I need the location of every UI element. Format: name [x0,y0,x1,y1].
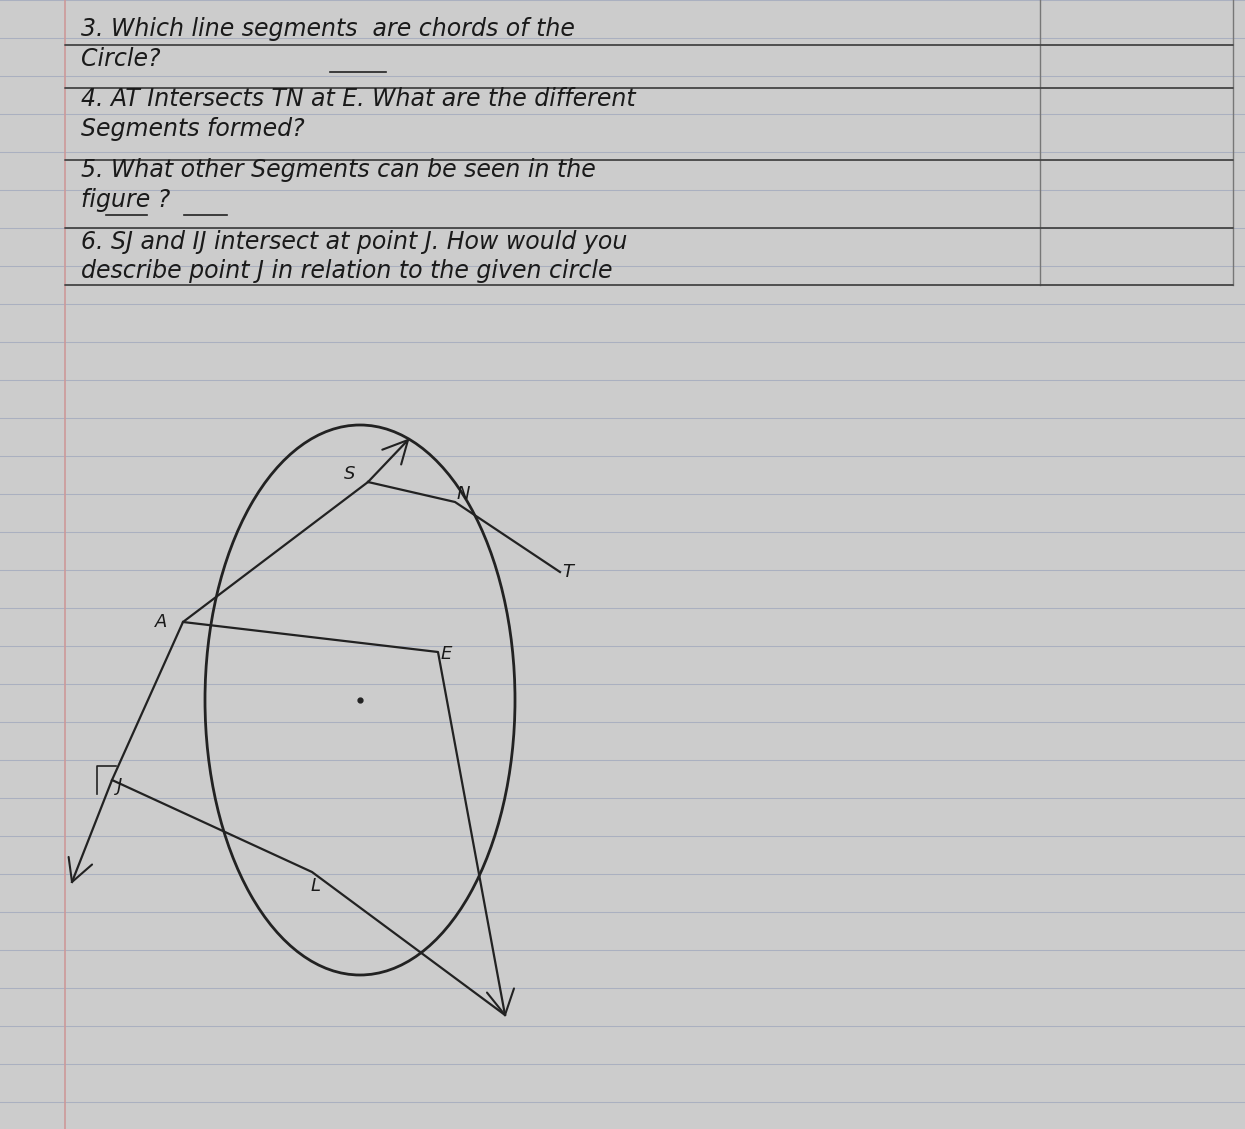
Text: Circle?: Circle? [81,46,161,71]
Text: 6. SJ and IJ intersect at point J. How would you: 6. SJ and IJ intersect at point J. How w… [81,229,627,254]
Text: S: S [345,465,356,483]
Text: 5. What other Segments can be seen in the: 5. What other Segments can be seen in th… [81,158,595,183]
Text: E: E [441,645,452,663]
Text: A: A [154,613,167,631]
Text: L: L [311,877,321,895]
Text: T: T [563,563,574,581]
Text: 3. Which line segments  are chords of the: 3. Which line segments are chords of the [81,17,575,42]
Text: Segments formed?: Segments formed? [81,116,305,141]
Text: J: J [117,777,122,795]
Text: figure ?: figure ? [81,187,171,212]
Text: N: N [456,485,469,504]
Text: 4. AT Intersects TN at E. What are the different: 4. AT Intersects TN at E. What are the d… [81,87,635,112]
Text: describe point J in relation to the given circle: describe point J in relation to the give… [81,259,613,283]
